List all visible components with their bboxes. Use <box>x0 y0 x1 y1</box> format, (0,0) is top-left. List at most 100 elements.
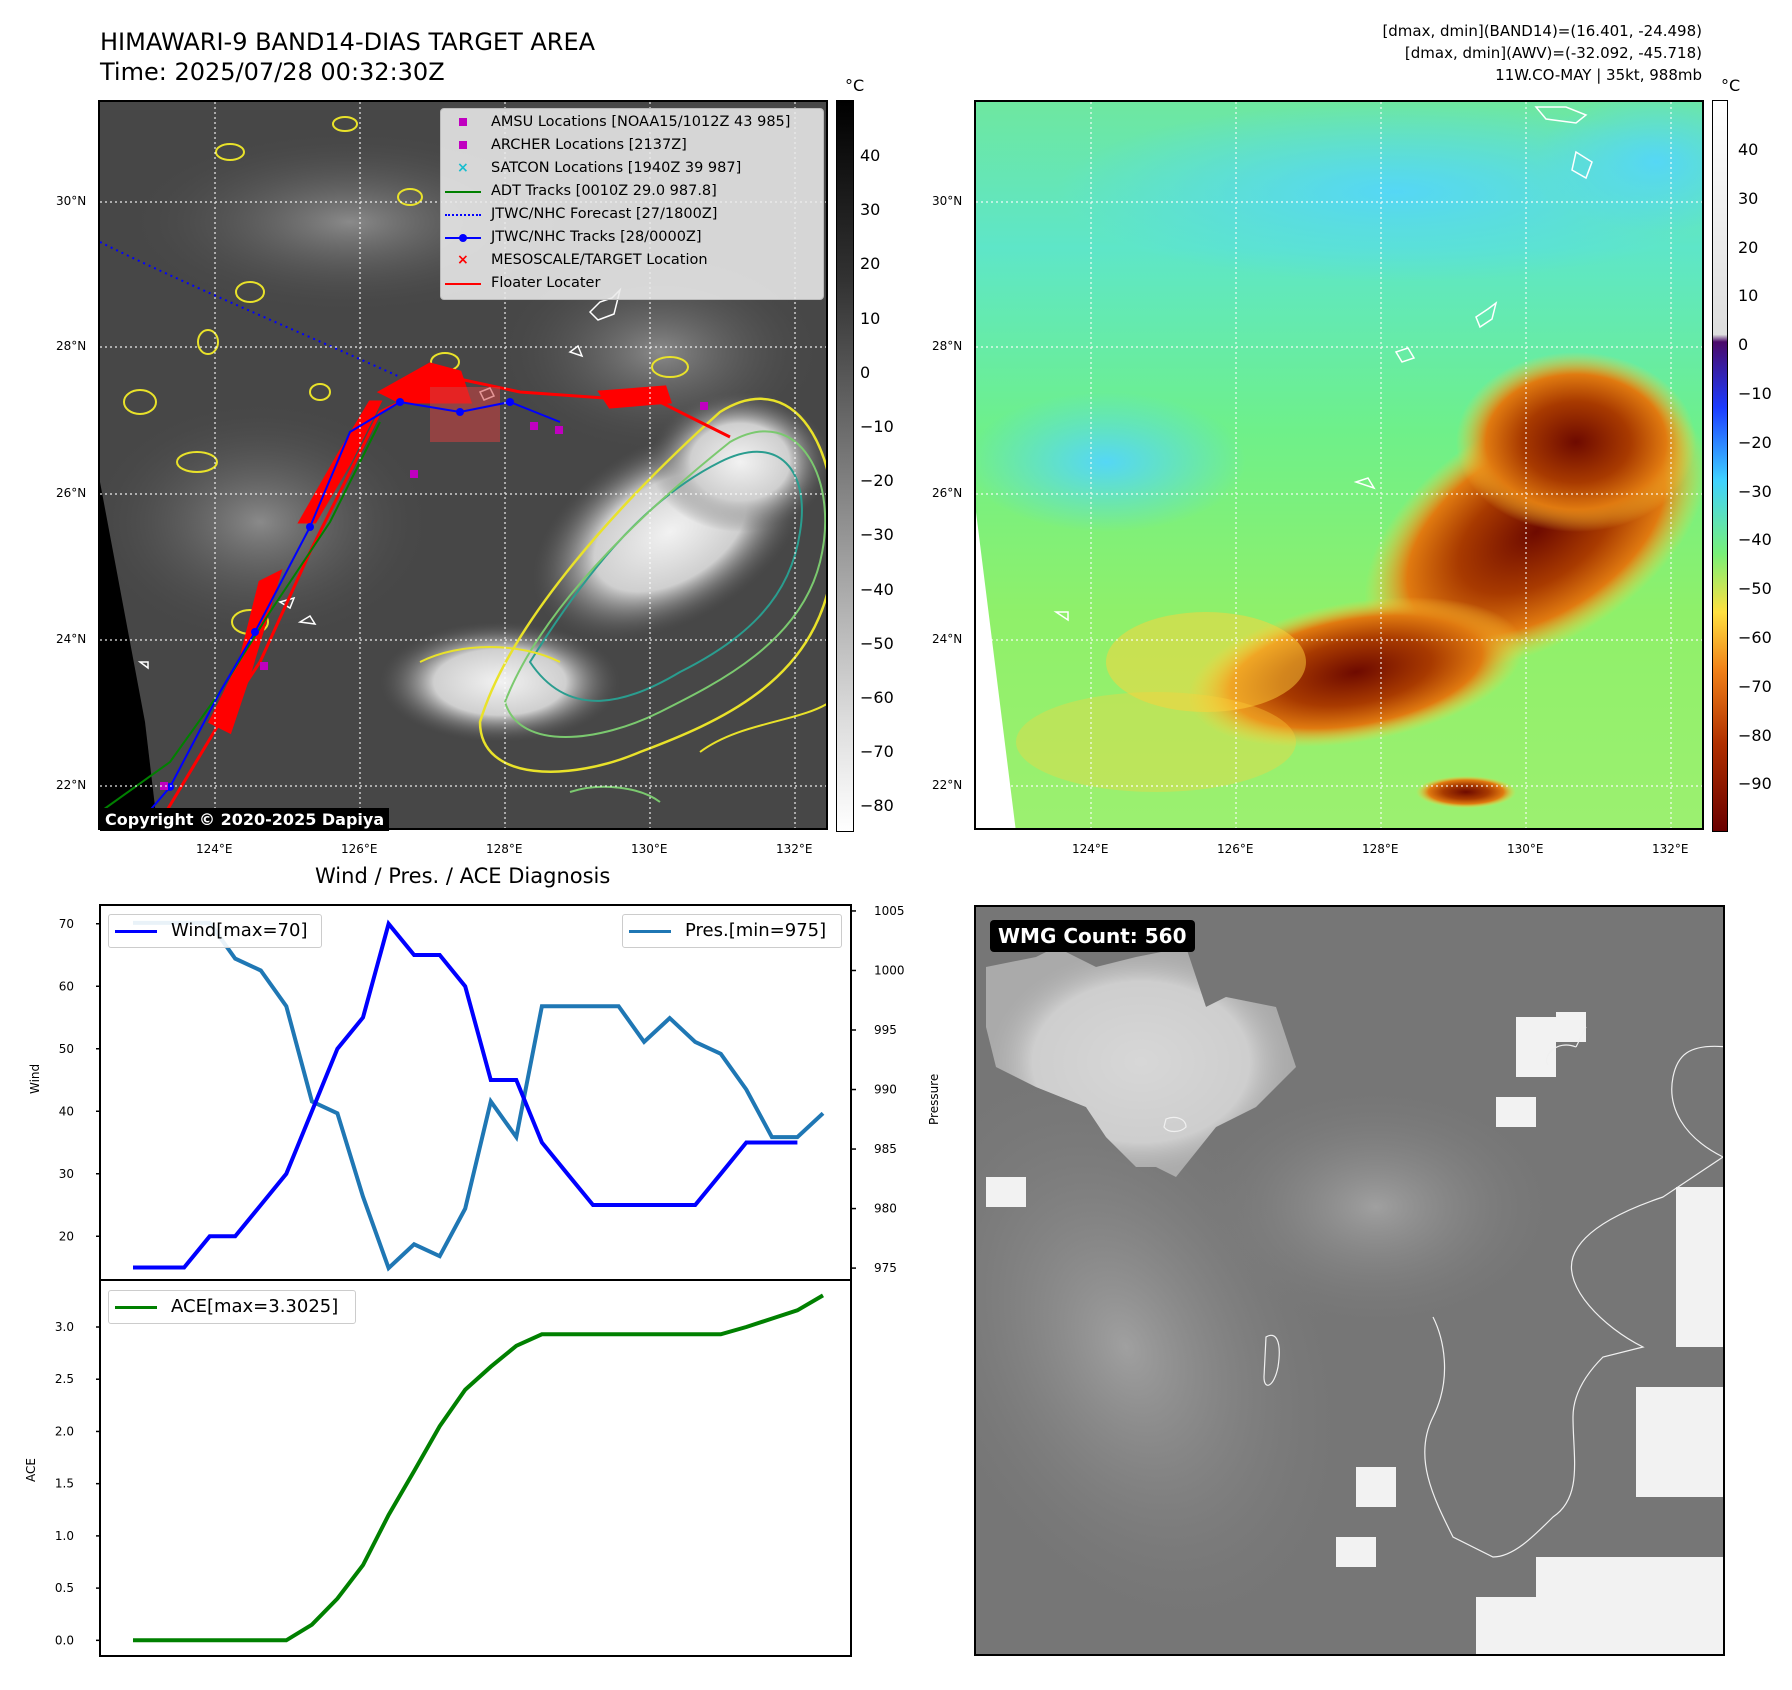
square-marker-icon <box>459 118 467 126</box>
lat-tick: 30°N <box>56 194 87 208</box>
lon-tick: 124°E <box>196 842 233 856</box>
legend-label: AMSU Locations [NOAA15/1012Z 43 985] <box>491 114 791 130</box>
lon-tick: 130°E <box>631 842 668 856</box>
stats-line3: 11W.CO-MAY | 35kt, 988mb <box>1495 66 1702 84</box>
legend-item-satcon: × SATCON Locations [1940Z 39 987] <box>441 158 823 178</box>
legend-label: ADT Tracks [0010Z 29.0 987.8] <box>491 183 717 199</box>
ace-tick-label: 0.5 <box>55 1581 74 1595</box>
legend-item-amsu: AMSU Locations [NOAA15/1012Z 43 985] <box>441 112 823 132</box>
ace-tick-label: 2.0 <box>55 1424 74 1438</box>
stats-line2: [dmax, dmin](AWV)=(-32.092, -45.718) <box>1404 44 1702 62</box>
lat-tick: 26°N <box>56 486 87 500</box>
pressure-tick-label: 990 <box>874 1083 897 1097</box>
colorbar-tick: −70 <box>860 742 894 762</box>
lon-tick: 130°E <box>1507 842 1544 856</box>
figure-title-line2: Time: 2025/07/28 00:32:30Z <box>100 58 445 86</box>
copyright-label: Copyright © 2020-2025 Dapiya <box>100 808 390 831</box>
x-marker-icon: × <box>457 252 469 268</box>
wind-series-line <box>133 919 798 1270</box>
colorbar-tick: −40 <box>1738 530 1772 550</box>
lon-tick: 132°E <box>1652 842 1689 856</box>
colorbar-tick: 20 <box>1738 237 1759 257</box>
colorbar-tick: −10 <box>1738 384 1772 403</box>
wmg-panel <box>974 905 1725 1656</box>
ace-ylabel: ACE <box>24 1458 38 1482</box>
wind-tick-label: 20 <box>59 1229 74 1243</box>
lat-tick: 24°N <box>56 632 87 646</box>
wind-pres-axes <box>99 904 852 1281</box>
dot-marker-icon <box>459 234 467 242</box>
colorbar-tick: 40 <box>860 146 881 165</box>
line-marker-icon <box>629 930 671 933</box>
legend-item-jtwc-tracks: JTWC/NHC Tracks [28/0000Z] <box>441 227 823 247</box>
colorbar-tick: −50 <box>860 633 894 653</box>
x-marker-icon: × <box>457 160 469 176</box>
colorbar-tick: 0 <box>860 362 871 382</box>
line-marker-icon <box>445 191 481 193</box>
line-marker-icon <box>115 930 157 933</box>
lon-tick: 132°E <box>776 842 813 856</box>
square-marker-icon <box>459 141 467 149</box>
legend-item-floater: Floater Locater <box>441 273 823 293</box>
colorbar-tick: −20 <box>860 471 894 491</box>
wind-tick-label: 60 <box>59 979 74 993</box>
lat-tick: 28°N <box>932 339 963 353</box>
ace-axes <box>99 1279 852 1657</box>
wind-tick-label: 40 <box>59 1104 74 1118</box>
wind-ylabel: Wind <box>28 1063 42 1094</box>
pressure-tick-label: 985 <box>874 1142 897 1156</box>
ace-tick-label: 1.5 <box>55 1477 74 1491</box>
ace-tick-label: 0.0 <box>55 1633 74 1647</box>
legend-item-forecast: JTWC/NHC Forecast [27/1800Z] <box>441 204 823 224</box>
colorbar-tick: −80 <box>1738 725 1772 745</box>
wind-legend-label: Wind[max=70] <box>171 920 308 941</box>
awv-map-image <box>976 102 1702 828</box>
colorbar-tick: 0 <box>1738 335 1749 355</box>
colorbar-unit: °C <box>1721 76 1741 95</box>
colorbar-tick: 40 <box>1738 140 1759 159</box>
ace-series-line <box>133 1293 825 1643</box>
lon-tick: 124°E <box>1072 842 1109 856</box>
legend-label: MESOSCALE/TARGET Location <box>491 252 708 268</box>
ace-tick-label: 1.0 <box>55 1529 74 1543</box>
stats-line1: [dmax, dmin](BAND14)=(16.401, -24.498) <box>1382 22 1702 40</box>
wind-tick-label: 30 <box>59 1167 74 1181</box>
pressure-series-line <box>133 920 825 1272</box>
wmg-count-badge: WMG Count: 560 <box>990 920 1195 952</box>
ace-legend-label: ACE[max=3.3025] <box>171 1296 339 1317</box>
legend-item-adt: ADT Tracks [0010Z 29.0 987.8] <box>441 181 823 201</box>
colorbar-ir <box>836 100 854 832</box>
wind-legend: Wind[max=70] <box>108 914 322 948</box>
pressure-tick-label: 975 <box>874 1261 897 1275</box>
lat-tick: 26°N <box>932 486 963 500</box>
colorbar-tick: 10 <box>1738 286 1759 306</box>
dotted-line-icon <box>445 214 481 216</box>
colorbar-tick: −60 <box>860 688 894 707</box>
lat-tick: 22°N <box>56 778 87 792</box>
colorbar-tick: −40 <box>860 579 894 599</box>
legend-label: JTWC/NHC Forecast [27/1800Z] <box>491 206 718 222</box>
lat-tick: 24°N <box>932 632 963 646</box>
lon-tick: 128°E <box>1362 842 1399 856</box>
legend-item-archer: ARCHER Locations [2137Z] <box>441 135 823 155</box>
wind-tick-label: 70 <box>59 917 74 931</box>
colorbar-tick: −70 <box>1738 676 1772 696</box>
colorbar-tick: −90 <box>1738 774 1772 794</box>
pressure-tick-label: 1005 <box>874 904 905 918</box>
ace-legend: ACE[max=3.3025] <box>108 1290 356 1324</box>
colorbar-unit: °C <box>845 76 865 95</box>
colorbar-awv <box>1712 100 1728 832</box>
lon-tick: 128°E <box>486 842 523 856</box>
legend-label: SATCON Locations [1940Z 39 987] <box>491 160 742 176</box>
legend-item-target: × MESOSCALE/TARGET Location <box>441 250 823 270</box>
colorbar-tick: −10 <box>860 417 894 436</box>
colorbar-tick: −30 <box>1738 481 1772 501</box>
pressure-legend: Pres.[min=975] <box>622 914 842 948</box>
ace-tick-label: 3.0 <box>55 1320 74 1334</box>
colorbar-tick: −50 <box>1738 579 1772 599</box>
legend-label: ARCHER Locations [2137Z] <box>491 137 687 153</box>
pressure-legend-label: Pres.[min=975] <box>685 920 827 941</box>
awv-map-panel <box>974 100 1704 830</box>
line-marker-icon <box>115 1306 157 1309</box>
